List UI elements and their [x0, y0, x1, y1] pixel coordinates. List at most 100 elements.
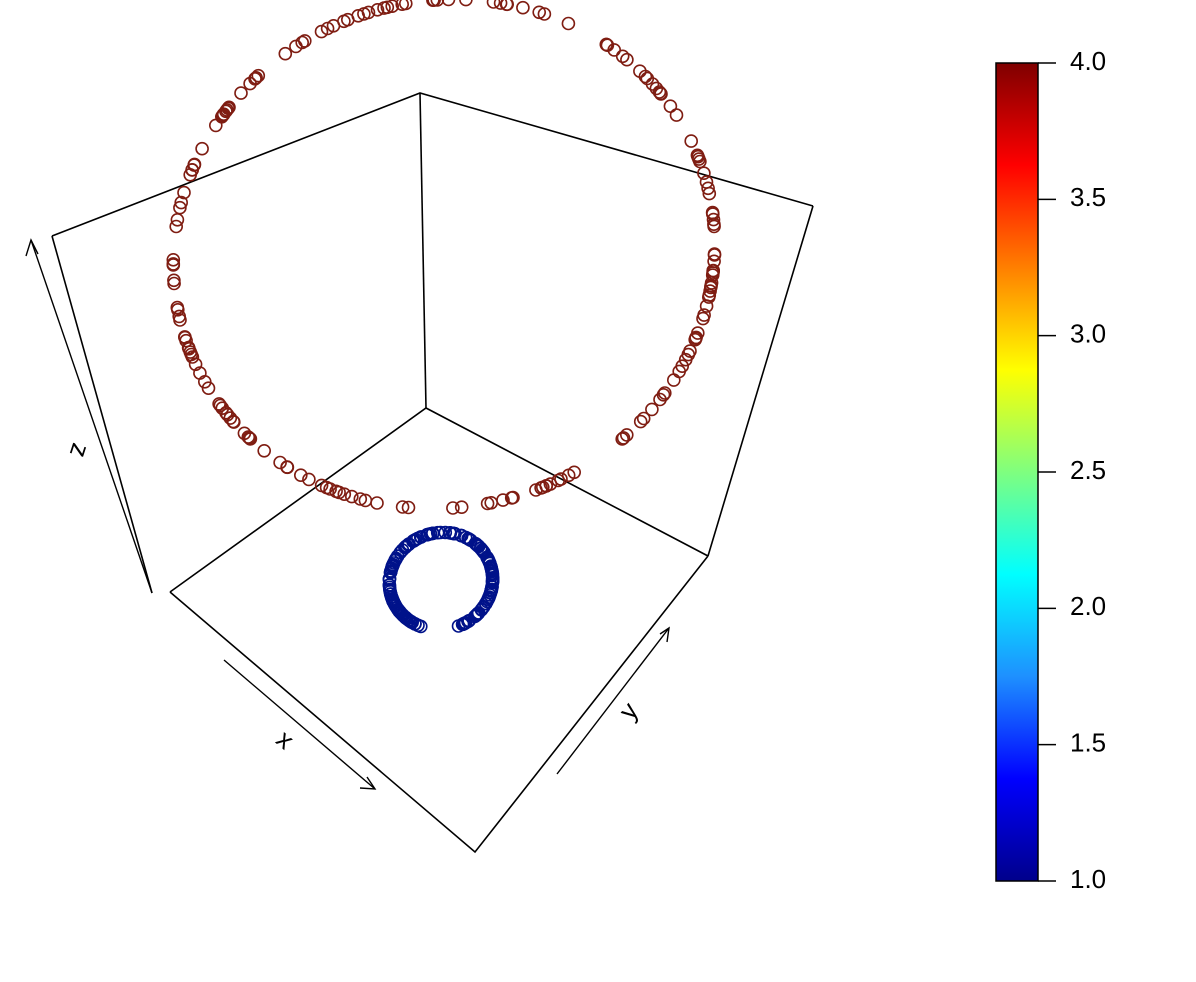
data-point: [227, 415, 241, 429]
data-point: [212, 397, 226, 411]
data-point: [361, 5, 376, 20]
data-point: [461, 532, 476, 546]
data-point: [633, 414, 648, 429]
data-point: [390, 549, 405, 564]
data-point: [666, 373, 681, 387]
data-point: [615, 432, 630, 446]
data-point: [638, 69, 653, 84]
data-point: [383, 584, 398, 599]
colorbar-tick-label: 3.0: [1070, 319, 1106, 349]
data-point: [293, 468, 308, 483]
data-point: [616, 431, 631, 445]
data-point: [600, 38, 615, 53]
data-point: [329, 484, 343, 499]
data-point: [426, 0, 440, 7]
data-point: [193, 366, 207, 380]
data-point: [675, 359, 690, 374]
data-point: [170, 213, 185, 227]
data-point: [382, 571, 397, 586]
data-point: [699, 175, 714, 189]
x-axis-label: x: [271, 724, 300, 755]
box-right-vertical-edge: [707, 205, 814, 557]
data-point: [689, 330, 703, 345]
data-point: [386, 556, 401, 570]
data-point: [213, 398, 228, 413]
data-point: [280, 460, 295, 475]
data-point: [195, 141, 209, 156]
colorbar-ticks: 1.0 1.5 2.0 2.5 3.0 3.5 4.0: [1038, 46, 1106, 894]
data-point: [278, 46, 293, 61]
data-point: [620, 52, 634, 67]
z-axis-label: z: [64, 440, 97, 462]
data-point: [645, 402, 659, 417]
colorbar-gradient: [995, 62, 1039, 882]
colorbar-tick-label: 1.5: [1070, 728, 1106, 758]
data-point: [516, 0, 530, 15]
data-point: [323, 482, 337, 496]
data-point: [251, 68, 266, 83]
data-point: [493, 0, 508, 10]
data-point: [447, 526, 461, 541]
data-point: [177, 185, 191, 200]
data-point: [395, 500, 410, 514]
y-axis-label: y: [613, 696, 645, 725]
data-point: [170, 300, 185, 315]
data-point: [535, 480, 550, 495]
data-point: [636, 411, 651, 426]
data-point: [184, 347, 199, 362]
data-point: [619, 428, 634, 442]
x-axis-arrowhead: [359, 776, 377, 790]
data-point: [398, 540, 412, 555]
data-point: [344, 489, 359, 504]
data-point: [459, 0, 473, 7]
data-point: [242, 431, 257, 445]
data-point: [486, 0, 501, 9]
data-point: [656, 387, 671, 402]
data-point: [167, 276, 181, 291]
data-point: [640, 71, 655, 86]
data-point: [179, 333, 193, 348]
data-point: [407, 533, 422, 548]
data-point: [499, 0, 514, 11]
box-vertical-back-edge: [419, 92, 427, 409]
data-point: [273, 455, 287, 470]
data-point: [484, 495, 499, 510]
box-left-vertical-edge: [51, 235, 153, 594]
x-axis-arrow: [223, 659, 376, 790]
data-point: [380, 0, 395, 15]
data-point: [185, 163, 199, 177]
axis-arrows: [25, 238, 670, 790]
data-point: [289, 39, 303, 54]
y-axis-arrowhead: [659, 626, 670, 643]
data-point: [370, 496, 384, 510]
data-point: [690, 148, 705, 163]
data-point: [370, 3, 385, 17]
data-point: [652, 85, 667, 99]
data-point: [392, 604, 407, 619]
z-axis-arrowhead: [25, 238, 39, 257]
data-point: [684, 134, 699, 148]
data-point: [567, 465, 582, 480]
data-point: [607, 43, 622, 57]
data-point: [696, 311, 710, 326]
data-point: [537, 7, 552, 21]
data-point: [302, 472, 316, 487]
data-point: [222, 100, 236, 115]
data-point: [243, 432, 258, 446]
data-point: [706, 212, 721, 227]
data-point: [703, 284, 717, 298]
data-point: [697, 166, 711, 180]
data-point: [215, 110, 229, 124]
data-point: [701, 290, 716, 304]
data-point: [554, 472, 568, 486]
data-point: [441, 0, 456, 7]
data-point: [457, 616, 472, 631]
data-point: [476, 600, 491, 615]
colorbar-tick-label: 3.5: [1070, 182, 1106, 212]
data-point: [173, 200, 187, 215]
data-point: [705, 207, 720, 221]
scatter-points: [166, 0, 722, 634]
data-point: [678, 352, 693, 367]
